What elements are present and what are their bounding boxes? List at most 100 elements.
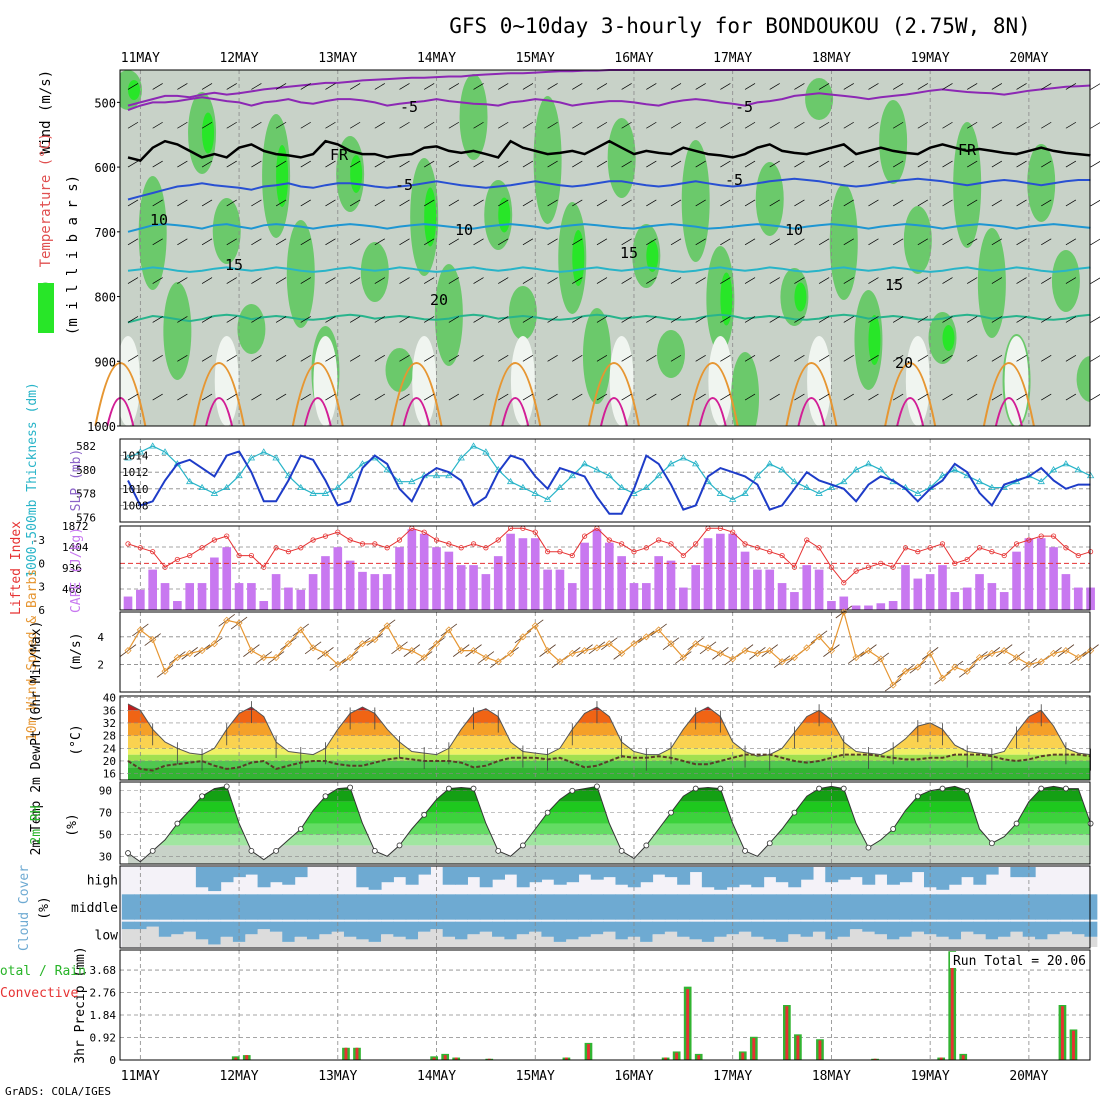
wind-barb — [177, 199, 188, 207]
wind-speed-point — [420, 653, 428, 662]
li-tick-label: -3 — [32, 534, 45, 547]
cloud-gap — [751, 936, 765, 947]
wind-barb — [744, 199, 756, 207]
rh-point — [618, 847, 625, 854]
cape-bar — [136, 589, 145, 610]
rh-point — [890, 826, 897, 832]
wind-barb — [201, 121, 213, 129]
wind-barb — [670, 316, 682, 323]
cloud-cell — [405, 921, 419, 940]
cape-bar — [925, 574, 935, 610]
precip-convective-bar — [697, 1055, 701, 1060]
wind-barb — [201, 277, 213, 284]
lifted-index-point — [544, 549, 551, 555]
low-level-contour — [600, 397, 628, 427]
wind-speed-point — [630, 640, 638, 648]
date-label-bottom: 11MAY — [121, 1069, 160, 1084]
rh-band — [128, 834, 1090, 846]
wind-speed-point — [766, 647, 774, 655]
cape-bar — [629, 583, 639, 610]
wind-barb — [695, 354, 706, 362]
cloud-gap — [664, 931, 678, 947]
wind-barb — [251, 83, 262, 90]
wind-speed-point — [790, 653, 798, 662]
cloud-gap — [121, 929, 135, 947]
cloud-cell — [282, 921, 296, 942]
wind-barb — [695, 83, 706, 90]
wind-barb — [720, 277, 731, 284]
rh-point — [149, 847, 156, 854]
wind-barb — [1041, 354, 1052, 362]
lifted-index-point — [298, 545, 304, 551]
cloud-cell — [714, 894, 728, 920]
rh-area — [163, 282, 192, 380]
cloud-cell — [467, 894, 481, 920]
cloud-cell — [504, 867, 518, 875]
rh-high-area — [424, 187, 437, 247]
rh-dry-area — [609, 336, 634, 426]
cloud-cell — [418, 921, 431, 932]
cloud-row-label: middle — [71, 901, 118, 916]
cape-bar — [185, 583, 195, 610]
cape-bar — [975, 574, 984, 610]
cloud-gap — [998, 936, 1011, 947]
panels: 11MAY 11MAY 12MAY 12MAY 13MAY 13MAY 14MAY 14MAY… — [0, 51, 1100, 1084]
wind-barb — [670, 199, 682, 207]
temp-tick-label: 40 — [103, 692, 116, 705]
lifted-index-point — [446, 541, 452, 547]
cape-bar — [580, 542, 589, 610]
wind-barb — [275, 238, 287, 246]
cloud-gap — [936, 936, 950, 947]
cloud-cell — [492, 894, 505, 920]
rh-shading — [120, 70, 1090, 426]
cloud-gap — [862, 931, 876, 947]
wind-barb — [621, 277, 632, 284]
wind-barb — [646, 277, 657, 284]
cloud-cell — [220, 921, 234, 937]
cloud-gap — [738, 931, 752, 947]
wind-barb — [374, 354, 385, 362]
wind-barb — [473, 199, 484, 207]
contour-label: -5 — [725, 171, 743, 189]
rh-point — [643, 842, 650, 849]
cloud-cell — [961, 867, 974, 878]
rh-point — [273, 847, 279, 854]
contour-label: 15 — [620, 244, 638, 262]
cape-bar — [790, 592, 799, 610]
cape-bar — [444, 551, 454, 610]
cloud-cell — [961, 921, 974, 932]
wind-barb — [226, 393, 237, 401]
wind-barb — [325, 121, 336, 129]
wind-barb — [670, 121, 682, 129]
wind-barb — [1090, 161, 1100, 168]
cloud-cell — [849, 867, 863, 878]
cloud-cell — [714, 921, 728, 937]
cloud-cell — [640, 894, 654, 920]
cloud-cell — [763, 894, 777, 920]
wind-barb — [621, 83, 632, 90]
wind-barb — [868, 83, 879, 90]
wind-barb — [818, 277, 830, 284]
cloud-cell — [899, 894, 913, 920]
rh-point — [174, 820, 181, 827]
contour-label: 15 — [885, 276, 903, 294]
thickness-point — [1062, 460, 1070, 467]
rh-point — [520, 842, 526, 849]
precip-convective-bar — [1061, 1006, 1064, 1060]
cloud-cell — [948, 894, 962, 920]
thickness-point — [568, 471, 576, 479]
panel-bg — [120, 612, 1090, 692]
temp-tick-label: 16 — [103, 768, 116, 781]
cape-bar — [604, 542, 614, 610]
wind-barb — [621, 316, 632, 323]
cloud-cell — [183, 921, 197, 932]
wind-barb — [251, 238, 262, 246]
wind-barb — [646, 393, 657, 401]
rh-dry-area — [1004, 336, 1029, 426]
cloud-cell — [553, 894, 567, 920]
lifted-index-point — [865, 564, 872, 570]
cape-bar — [370, 574, 380, 610]
cloud-gap — [911, 931, 925, 947]
rh-legend-swatch — [38, 283, 54, 333]
thickness-point — [161, 448, 169, 455]
